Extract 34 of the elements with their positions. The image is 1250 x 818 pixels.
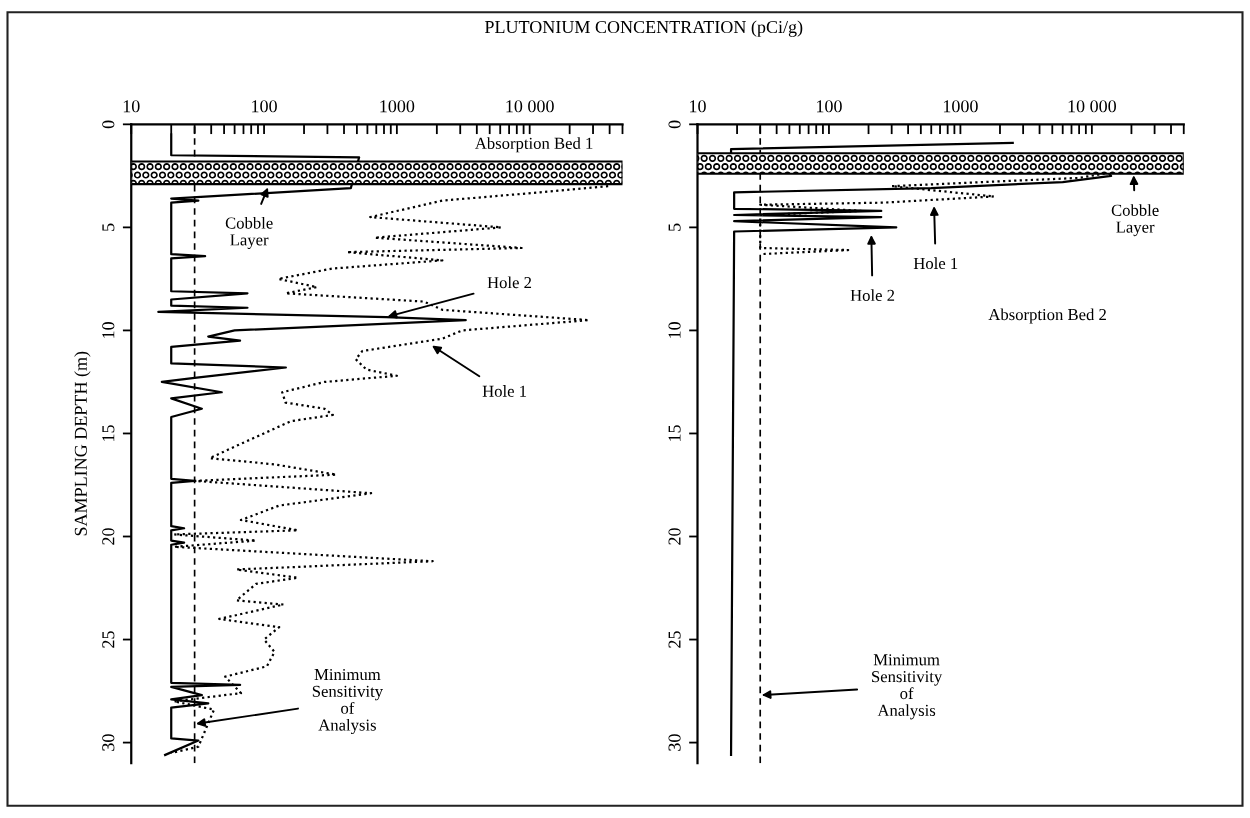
annotation: Hole 1 [913, 257, 958, 270]
x-tick-label: 10 000 [1068, 100, 1116, 113]
x-tick-label: 100 [817, 100, 842, 113]
annotation: Absorption Bed 1 [474, 137, 593, 153]
y-tick-label: 20 [668, 528, 681, 545]
y-tick-label: 10 [668, 322, 681, 338]
y-tick-label: 15 [668, 425, 681, 441]
annotation: Hole 2 [850, 289, 895, 301]
x-tick-label: 1000 [943, 100, 978, 113]
annotation: Minimum Sensitivity of Analysis [872, 654, 943, 720]
y-axis-title: SAMPLING DEPTH (m) [74, 351, 91, 536]
annotation: Hole 1 [482, 385, 527, 397]
y-tick-label: 0 [102, 120, 115, 129]
x-tick-label: 10 [123, 100, 140, 113]
y-tick-label: 0 [668, 120, 681, 129]
annotation: Minimum Sensitivity of Analysis [312, 668, 383, 735]
y-tick-label: 15 [102, 425, 115, 441]
x-tick-label: 100 [252, 100, 277, 113]
annotation: Absorption Bed 2 [988, 308, 1106, 324]
y-tick-label: 20 [102, 528, 115, 545]
x-tick-label: 10 [690, 100, 706, 113]
y-tick-label: 5 [102, 223, 115, 231]
y-tick-label: 25 [668, 631, 681, 648]
y-tick-label: 30 [102, 734, 115, 751]
annotation: Cobble Layer [225, 216, 273, 249]
x-tick-label: 10 000 [506, 100, 554, 113]
x-tick-label: 1000 [380, 100, 415, 113]
y-tick-label: 30 [668, 734, 681, 751]
y-tick-label: 10 [102, 322, 115, 338]
x-axis-title: PLUTONIUM CONCENTRATION (pCi/g) [484, 20, 803, 37]
y-tick-label: 5 [668, 223, 681, 231]
annotation: Hole 2 [487, 276, 532, 289]
annotation: Cobble Layer [1111, 204, 1159, 237]
y-tick-label: 25 [102, 631, 115, 648]
